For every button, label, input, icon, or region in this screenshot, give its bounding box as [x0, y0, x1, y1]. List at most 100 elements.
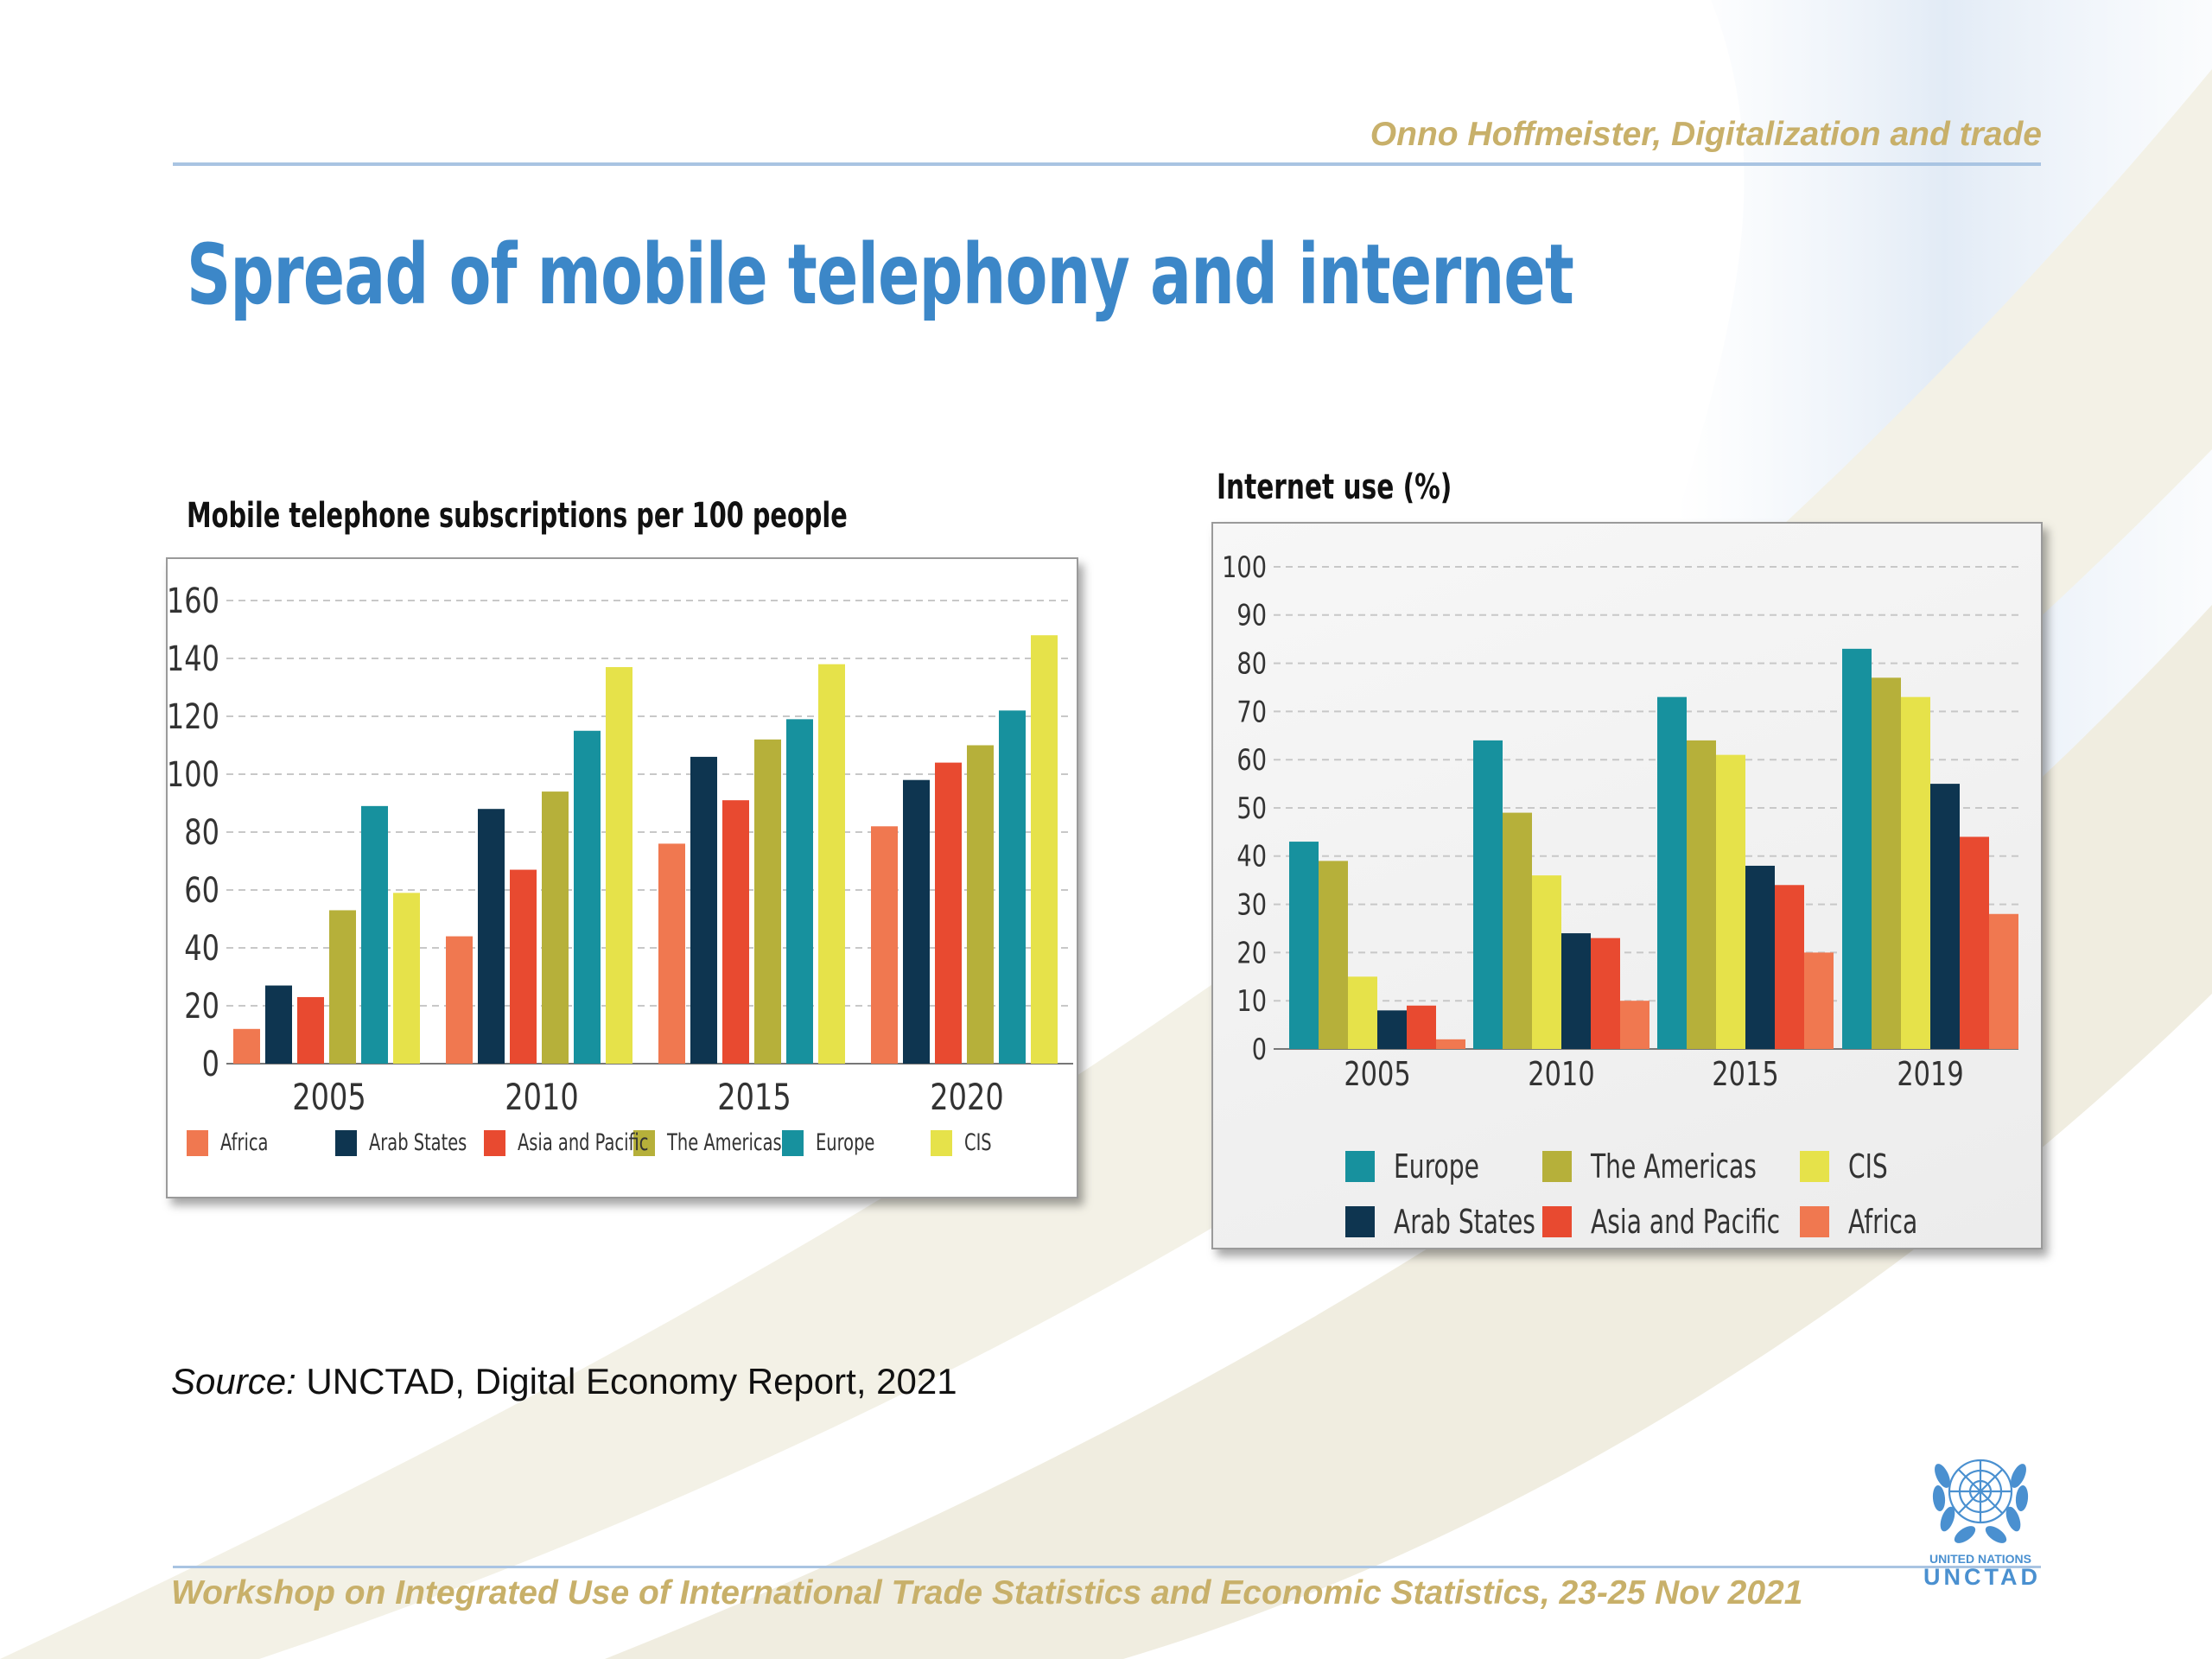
bar-the-americas-2020 [967, 745, 994, 1064]
bar-cis-2020 [1031, 635, 1058, 1064]
bar-cis-2015 [1716, 754, 1745, 1049]
source-label: Source: [171, 1361, 296, 1402]
logo-united-nations: UNITED NATIONS [1929, 1552, 2031, 1566]
y-tick-label: 80 [184, 811, 219, 852]
y-tick-label: 80 [1236, 647, 1267, 682]
y-tick-label: 40 [1236, 840, 1267, 874]
bar-the-americas-2015 [754, 739, 781, 1064]
bar-arab-states-2015 [690, 756, 717, 1064]
y-tick-label: 20 [1236, 936, 1267, 970]
legend-swatch [1345, 1206, 1375, 1237]
legend-swatch [1800, 1206, 1829, 1237]
x-tick-label: 2019 [1897, 1056, 1963, 1094]
legend-label: The Americas [666, 1129, 782, 1156]
bar-africa-2015 [1804, 952, 1834, 1049]
bar-europe-2010 [1473, 740, 1503, 1049]
y-tick-label: 60 [184, 869, 219, 910]
bar-africa-2020 [871, 826, 898, 1064]
legend-swatch [1542, 1206, 1572, 1237]
bar-cis-2010 [606, 667, 632, 1064]
bar-europe-2020 [999, 710, 1026, 1064]
y-tick-label: 20 [184, 985, 219, 1026]
bar-arab-states-2010 [1561, 933, 1591, 1049]
bar-europe-2005 [1289, 842, 1319, 1049]
legend-item-africa: Africa [1800, 1203, 1929, 1241]
source-text: UNCTAD, Digital Economy Report, 2021 [296, 1361, 957, 1402]
un-emblem-icon [1932, 1459, 2029, 1543]
bar-europe-2005 [361, 805, 388, 1064]
bar-the-americas-2010 [1503, 812, 1532, 1049]
legend-item-europe: Europe [781, 1129, 919, 1156]
y-tick-label: 70 [1236, 695, 1267, 729]
legend-item-arab-states: Arab States [335, 1129, 473, 1156]
y-tick-label: 40 [184, 927, 219, 968]
bar-africa-2010 [446, 936, 473, 1064]
bar-the-americas-2005 [1319, 861, 1348, 1049]
y-tick-label: 160 [168, 580, 219, 620]
bar-africa-2019 [1989, 913, 2018, 1049]
bar-the-americas-2010 [542, 791, 569, 1064]
legend-item-the-americas: The Americas [632, 1129, 782, 1156]
bar-europe-2015 [786, 719, 813, 1064]
legend-label: Africa [1848, 1203, 1918, 1241]
bar-asia-and-pacific-2005 [1407, 1005, 1436, 1049]
legend-label: Africa [220, 1129, 269, 1156]
y-tick-label: 120 [168, 696, 219, 736]
legend-label: CIS [1848, 1147, 1888, 1185]
bar-europe-2019 [1842, 648, 1872, 1049]
legend-swatch [335, 1129, 358, 1156]
footer-rule [173, 1566, 2041, 1568]
bar-europe-2015 [1657, 696, 1687, 1049]
legend-swatch [1345, 1151, 1375, 1182]
logo-unctad: UNCTAD [1923, 1564, 2041, 1590]
legend-item-cis: CIS [930, 1129, 1068, 1156]
legend-swatch [484, 1129, 506, 1156]
legend-swatch [632, 1129, 655, 1156]
chart2-panel: 0 10 20 30 40 50 60 70 80 90 100 2005 2010 2015 2019 E… [1211, 522, 2043, 1249]
bar-the-americas-2005 [329, 910, 356, 1064]
slide-title: Spread of mobile telephony and internet [187, 226, 1574, 323]
y-tick-label: 90 [1236, 599, 1267, 633]
legend-item-arab-states: Arab States [1345, 1203, 1542, 1241]
chart2-svg: 0 10 20 30 40 50 60 70 80 90 100 2005 2010 2015 2019 [1222, 550, 2018, 1094]
footer-text: Workshop on Integrated Use of Internatio… [171, 1574, 1803, 1611]
legend-item-africa: Africa [187, 1129, 324, 1156]
legend-label: Asia and Pacific [518, 1129, 649, 1156]
legend-label: The Americas [1591, 1147, 1757, 1185]
bar-asia-and-pacific-2010 [510, 869, 537, 1064]
x-tick-label: 2015 [1712, 1056, 1778, 1094]
bar-arab-states-2005 [1377, 1010, 1407, 1049]
bar-asia-and-pacific-2015 [722, 800, 749, 1064]
bar-africa-2010 [1620, 1001, 1649, 1049]
bar-cis-2005 [1348, 976, 1377, 1049]
y-tick-label: 100 [168, 753, 219, 794]
x-tick-label: 2005 [292, 1076, 365, 1118]
chart1-svg: 0 20 40 60 80 100 120 140 160 2005 2010 2015 2020 [168, 580, 1073, 1118]
legend-label: Arab States [369, 1129, 467, 1156]
bar-arab-states-2005 [265, 985, 292, 1064]
bar-the-americas-2019 [1872, 677, 1901, 1049]
bar-cis-2015 [818, 664, 845, 1064]
y-tick-label: 50 [1236, 791, 1267, 826]
bar-europe-2010 [574, 730, 601, 1064]
legend-label: Asia and Pacific [1591, 1203, 1781, 1241]
bar-asia-and-pacific-2015 [1775, 885, 1804, 1049]
legend-item-cis: CIS [1800, 1147, 1929, 1185]
x-tick-label: 2010 [505, 1076, 578, 1118]
legend-swatch [781, 1129, 804, 1156]
bar-the-americas-2015 [1687, 740, 1716, 1049]
bar-asia-and-pacific-2019 [1960, 836, 1989, 1049]
legend-label: Europe [1394, 1147, 1479, 1185]
legend-item-the-americas: The Americas [1542, 1147, 1800, 1185]
bar-africa-2005 [1436, 1039, 1465, 1049]
legend-item-asia-and-pacific: Asia and Pacific [484, 1129, 649, 1156]
legend-swatch [1542, 1151, 1572, 1182]
legend-label: Arab States [1394, 1203, 1535, 1241]
chart1-title: Mobile telephone subscriptions per 100 p… [187, 496, 848, 536]
header-rule [173, 162, 2041, 166]
y-tick-label: 60 [1236, 743, 1267, 778]
legend-item-europe: Europe [1345, 1147, 1542, 1185]
chart2-title: Internet use (%) [1217, 467, 1452, 507]
source-note: Source: UNCTAD, Digital Economy Report, … [171, 1361, 957, 1402]
